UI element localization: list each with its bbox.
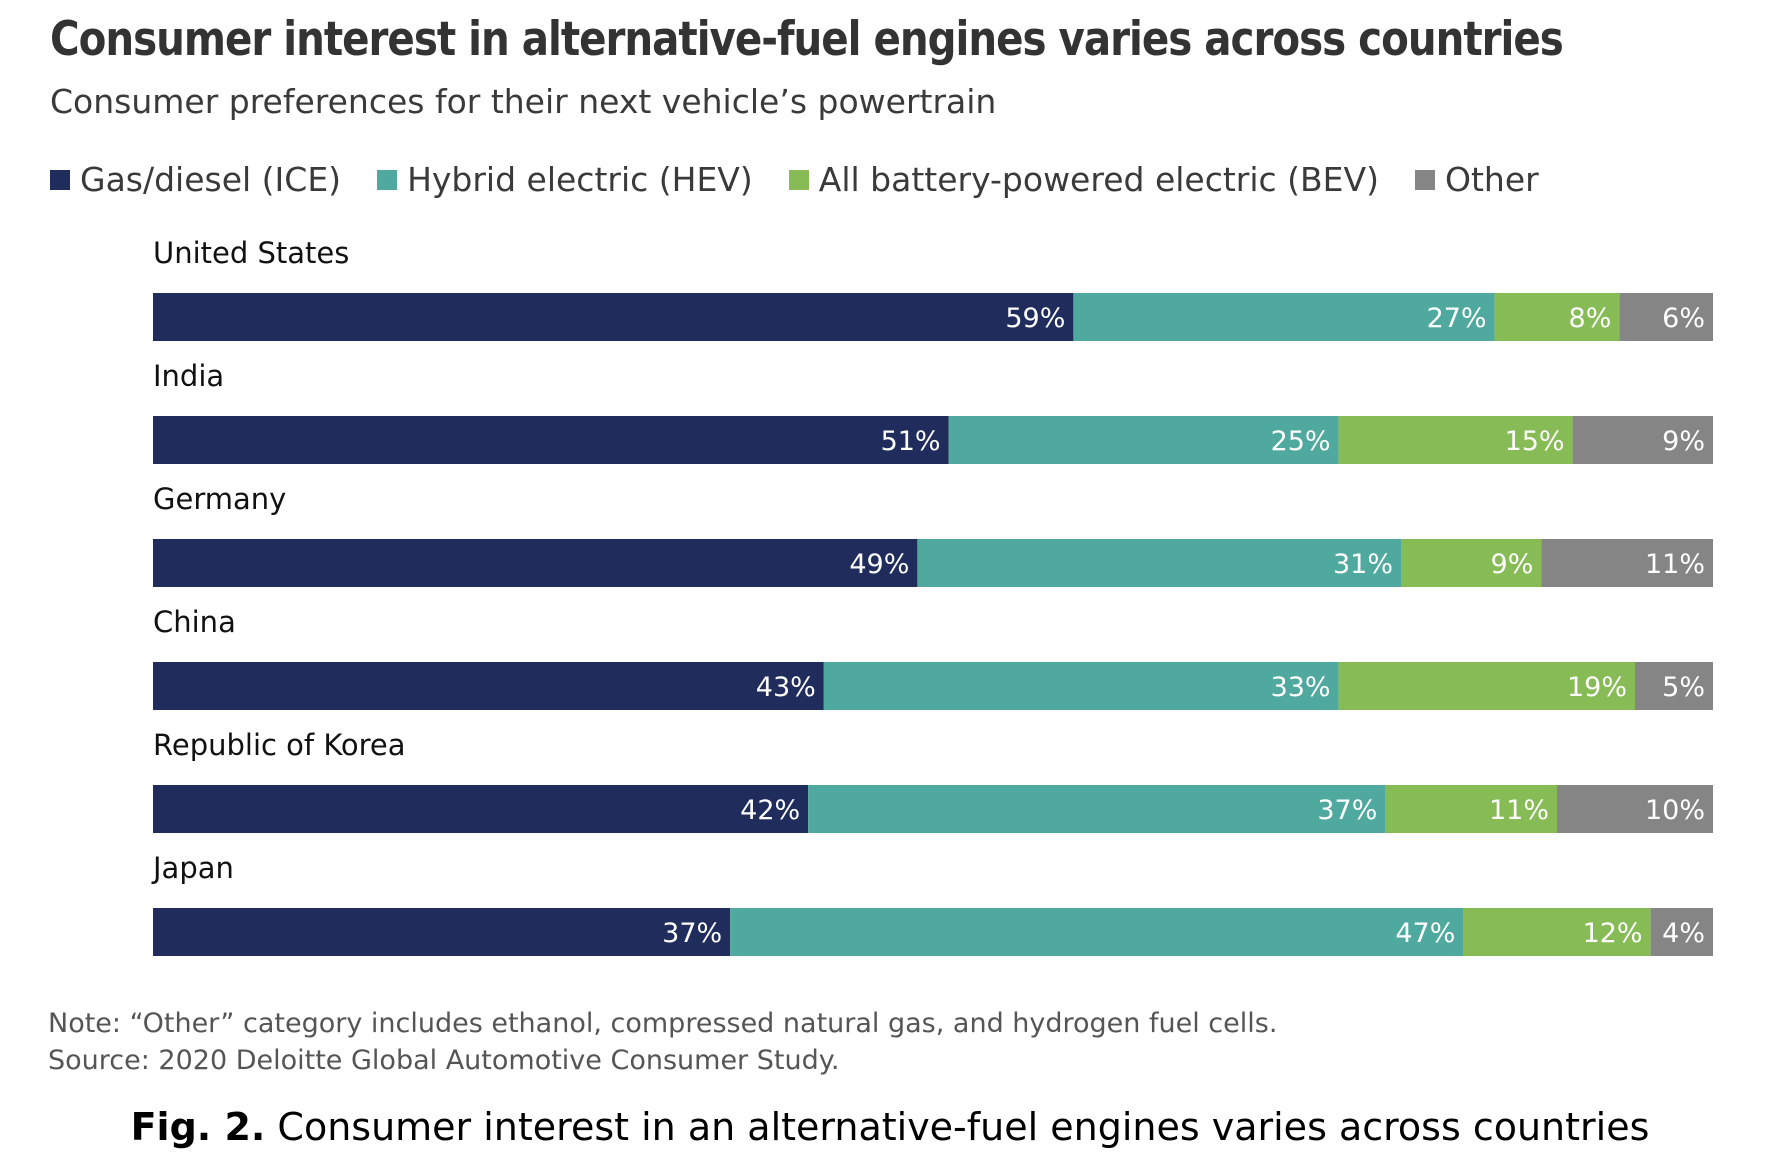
data-label: 49% [849, 549, 909, 580]
data-label: 12% [1583, 918, 1643, 949]
legend-swatch [1414, 169, 1435, 190]
bar-segment [730, 908, 1464, 956]
data-label: 37% [662, 918, 722, 949]
bar-segment [823, 662, 1339, 710]
bar-segment [808, 785, 1386, 833]
data-label: 59% [1005, 303, 1065, 334]
figure-caption-text: Consumer interest in an alternative-fuel… [265, 1105, 1650, 1149]
data-label: 19% [1567, 672, 1627, 703]
data-label: 27% [1427, 303, 1487, 334]
legend-swatch [788, 169, 809, 190]
data-label: 47% [1395, 918, 1455, 949]
bar-segment [1635, 662, 1713, 710]
chart-footnotes: Note: “Other” category includes ethanol,… [48, 1005, 1277, 1079]
category-label: India [153, 359, 224, 393]
category-label: Republic of Korea [153, 728, 406, 762]
bar-segment [1572, 416, 1713, 464]
category-label: China [153, 605, 236, 639]
stacked-bar-chart: United States 59% 27% 8% 6% India 51% 25% 15% 9% G… [151, 236, 1713, 956]
bar-segment [1338, 662, 1635, 710]
data-label: 11% [1489, 795, 1549, 826]
category-label: Germany [153, 482, 286, 516]
chart-note: Note: “Other” category includes ethanol,… [48, 1008, 1278, 1039]
bar-segment [1338, 416, 1573, 464]
bar-segment [153, 293, 1074, 341]
data-label: 25% [1271, 426, 1331, 457]
chart-subtitle: Consumer preferences for their next vehi… [50, 82, 997, 121]
bar-segment [1073, 293, 1495, 341]
legend-item-4: Other [1414, 160, 1539, 199]
bar-segment [1619, 293, 1713, 341]
bar-segment [153, 416, 949, 464]
legend-item-2: Hybrid electric (HEV) [377, 160, 753, 199]
bar-segment [153, 785, 809, 833]
legend-label: Other [1444, 160, 1539, 199]
legend-label: All battery-powered electric (BEV) [818, 160, 1379, 199]
bar-segment [1541, 539, 1713, 587]
data-label: 10% [1645, 795, 1705, 826]
bar-segment [1557, 785, 1713, 833]
data-label: 15% [1505, 426, 1565, 457]
data-label: 31% [1333, 549, 1393, 580]
bar-segment [153, 662, 824, 710]
bar-segment [153, 908, 731, 956]
data-label: 37% [1317, 795, 1377, 826]
legend-item-1: Gas/diesel (ICE) [50, 160, 341, 199]
category-label: United States [153, 236, 349, 270]
data-label: 8% [1569, 303, 1612, 334]
bar-segment [1401, 539, 1542, 587]
figure-caption: Fig. 2. Consumer interest in an alternat… [0, 1105, 1780, 1149]
data-label: 11% [1645, 549, 1705, 580]
bar-segment [1650, 908, 1713, 956]
data-label: 4% [1662, 918, 1705, 949]
figure-caption-label: Fig. 2. [130, 1105, 266, 1149]
legend-swatch [50, 169, 70, 190]
legend-label: Gas/diesel (ICE) [80, 160, 342, 199]
data-label: 5% [1662, 672, 1705, 703]
category-label: Japan [151, 851, 234, 885]
bar-segment [1385, 785, 1557, 833]
bar-segment [917, 539, 1401, 587]
bar-segment [1494, 293, 1620, 341]
legend-item-3: All battery-powered electric (BEV) [788, 160, 1379, 199]
data-label: 9% [1491, 549, 1534, 580]
data-label: 51% [881, 426, 941, 457]
data-label: 42% [740, 795, 800, 826]
bar-segment [153, 539, 918, 587]
data-label: 43% [756, 672, 816, 703]
legend-label: Hybrid electric (HEV) [407, 160, 753, 199]
chart-source: Source: 2020 Deloitte Global Automotive … [48, 1045, 840, 1076]
bar-segment [948, 416, 1339, 464]
chart-title: Consumer interest in alternative-fuel en… [50, 12, 1564, 67]
data-label: 6% [1662, 303, 1705, 334]
bar-segment [1463, 908, 1651, 956]
legend-swatch [377, 169, 398, 190]
chart-legend: Gas/diesel (ICE) Hybrid electric (HEV) All… [50, 160, 1575, 199]
data-label: 9% [1662, 426, 1705, 457]
data-label: 33% [1271, 672, 1331, 703]
